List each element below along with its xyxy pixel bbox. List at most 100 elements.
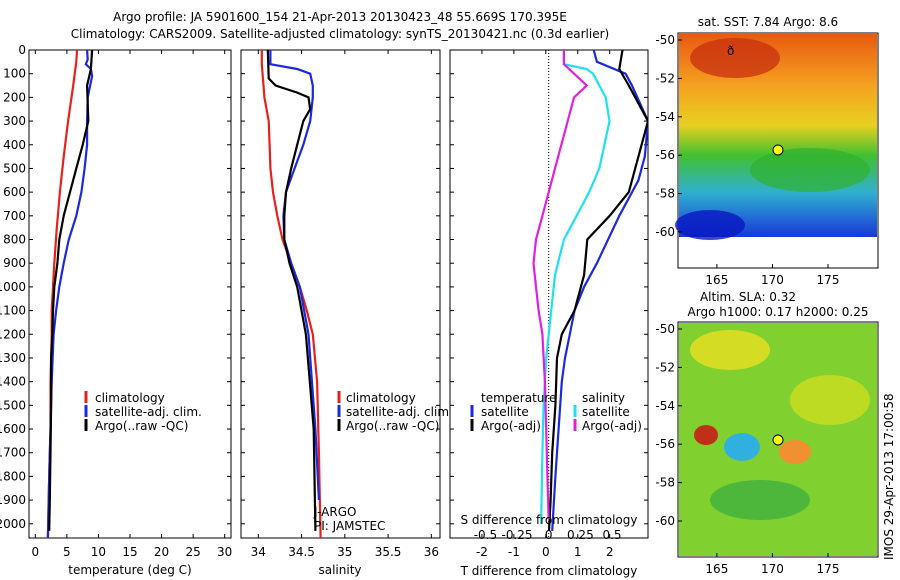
- y-tick-label: 100: [3, 67, 26, 81]
- sla-map-title-2: Argo h1000: 0.17 h2000: 0.25: [688, 305, 869, 319]
- top-x-tick-label: 0: [545, 528, 553, 542]
- x-tick-label: 34: [251, 545, 266, 559]
- x-tick-label: 25: [185, 545, 200, 559]
- sla-orange-patch: [779, 440, 811, 464]
- lat-tick-label: -54: [655, 399, 675, 413]
- temperature-x-ticks: 0 5 10 15 20 25 30: [31, 50, 232, 559]
- lat-tick-label: -50: [655, 322, 675, 336]
- legend-label-argo: Argo(-adj): [481, 419, 541, 433]
- series-line-climatology: [260, 50, 322, 538]
- x-tick-label: 1: [574, 545, 582, 559]
- island-marker: ð: [727, 44, 734, 58]
- lat-tick-label: -52: [655, 360, 675, 374]
- salinity-x-ticks: 34 34.5 35 35.5 36: [251, 50, 439, 559]
- lat-tick-label: -60: [655, 225, 675, 239]
- y-tick-label: 800: [3, 233, 26, 247]
- legend-label-argo: Argo(..raw -QC): [95, 419, 188, 433]
- salinity-diff-line-argo-adj-: [532, 50, 589, 520]
- legend-title-temperature: temperature: [481, 391, 556, 405]
- title-line-2: Climatology: CARS2009. Satellite-adjuste…: [71, 27, 609, 41]
- side-stamp: IMOS 29-Apr-2013 17:00:58: [882, 393, 896, 560]
- y-tick-label: 0: [18, 43, 26, 57]
- sla-yellow-band: [690, 330, 770, 370]
- sst-map-title: sat. SST: 7.84 Argo: 8.6: [698, 15, 838, 29]
- salinity-lines: [260, 50, 322, 538]
- y-tick-label: 600: [3, 185, 26, 199]
- sla-map-title-1: Altim. SLA: 0.32: [700, 290, 796, 304]
- title-line-1: Argo profile: JA 5901600_154 21-Apr-2013…: [113, 10, 567, 24]
- x-tick-label: 34.5: [288, 545, 315, 559]
- lon-tick-label: 175: [817, 562, 840, 576]
- x-tick-label: -1: [508, 545, 520, 559]
- y-tick-label: 1700: [0, 446, 26, 460]
- y-tick-label: 1500: [0, 398, 26, 412]
- top-x-tick-label: 0.25: [567, 528, 594, 542]
- lon-tick-label: 170: [761, 562, 784, 576]
- legend-label-argo: Argo(..raw -QC): [346, 419, 439, 433]
- y-tick-label: 1900: [0, 493, 26, 507]
- y-tick-label: 1600: [0, 422, 26, 436]
- series-line-satellite: [551, 50, 648, 531]
- lon-tick-label: 165: [705, 562, 728, 576]
- legend-label-argo-s: Argo(-adj): [582, 419, 642, 433]
- lat-tick-label: -58: [655, 187, 675, 201]
- lat-tick-label: -58: [655, 476, 675, 490]
- series-line-argo-raw-qc-: [48, 50, 94, 531]
- sst-map: sat. SST: 7.84 Argo: 8.6 -50 -52 -54 -56 -58…: [655, 15, 879, 287]
- salinity-legend: climatology satellite-adj. clim. Argo(..…: [337, 391, 453, 433]
- lat-tick-label: -54: [655, 110, 675, 124]
- y-tick-label: 700: [3, 209, 26, 223]
- y-tick-label: 1400: [0, 375, 26, 389]
- x-tick-label: 35.5: [375, 545, 402, 559]
- annotation-pi: PI: JAMSTEC: [314, 519, 385, 533]
- series-line-argo-raw-qc-: [266, 50, 317, 531]
- annotation-jargo: J-ARGO: [313, 505, 356, 519]
- argo-location-marker: [772, 144, 784, 156]
- sla-yellow-band-2: [790, 375, 870, 425]
- y-tick-label: 2000: [0, 517, 26, 531]
- salinity-axes-frame: [240, 49, 441, 539]
- sla-map: Altim. SLA: 0.32 Argo h1000: 0.17 h2000:…: [655, 290, 879, 576]
- legend-title-salinity: salinity: [582, 391, 625, 405]
- sst-warm-patch: [690, 38, 780, 78]
- top-x-tick-label: -0.5: [474, 528, 497, 542]
- temperature-axes-frame: [28, 49, 232, 539]
- x-tick-label: 35: [337, 545, 352, 559]
- temperature-difference-legend: temperature satellite Argo(-adj): [470, 391, 556, 433]
- y-tick-label: 400: [3, 138, 26, 152]
- y-tick-label: 200: [3, 90, 26, 104]
- difference-panel: -2 -1 0 1 2 -0.5 -0.25 0 0.25 0.5 T difference fr…: [449, 49, 649, 578]
- sla-cyan-patch: [724, 433, 760, 461]
- y-tick-label: 500: [3, 161, 26, 175]
- legend-label-satellite: satellite: [481, 405, 529, 419]
- x-tick-label: 0: [31, 545, 39, 559]
- legend-label-climatology: climatology: [346, 391, 416, 405]
- lon-tick-label: 165: [705, 273, 728, 287]
- temperature-lines: [46, 50, 94, 538]
- legend-label-climatology: climatology: [95, 391, 165, 405]
- x-tick-label: 5: [63, 545, 71, 559]
- x-tick-label: 15: [122, 545, 137, 559]
- argo-location-marker: [772, 434, 784, 446]
- difference-top-xlabel: S difference from climatology: [461, 513, 638, 527]
- legend-label-satellite-s: satellite: [582, 405, 630, 419]
- sst-green-patch: [750, 148, 870, 192]
- lat-tick-label: -50: [655, 33, 675, 47]
- salinity-xlabel: salinity: [318, 563, 361, 577]
- sst-map-ticks: -50 -52 -54 -56 -58 -60 165 170 175: [655, 33, 839, 287]
- temperature-xlabel: temperature (deg C): [68, 563, 191, 577]
- lat-tick-label: -60: [655, 514, 675, 528]
- difference-y-ticks: [450, 49, 648, 525]
- y-tick-label: 1300: [0, 351, 26, 365]
- y-tick-label: 300: [3, 114, 26, 128]
- x-tick-label: 36: [424, 545, 439, 559]
- sla-map-ticks: -50 -52 -54 -56 -58 -60 165 170 175: [655, 322, 839, 576]
- salinity-difference-legend: salinity satellite Argo(-adj): [573, 391, 642, 433]
- depth-ticks: 0 100 200 300 400 500 600 700 800 900 1000 1100 1200…: [0, 43, 231, 531]
- temperature-legend: climatology satellite-adj. clim. Argo(..…: [84, 391, 202, 433]
- lat-tick-label: -56: [655, 437, 675, 451]
- difference-x-ticks: -2 -1 0 1 2 -0.5 -0.25 0 0.25 0.5: [474, 50, 622, 559]
- lon-tick-label: 175: [817, 273, 840, 287]
- sst-cold-patch: [675, 210, 745, 240]
